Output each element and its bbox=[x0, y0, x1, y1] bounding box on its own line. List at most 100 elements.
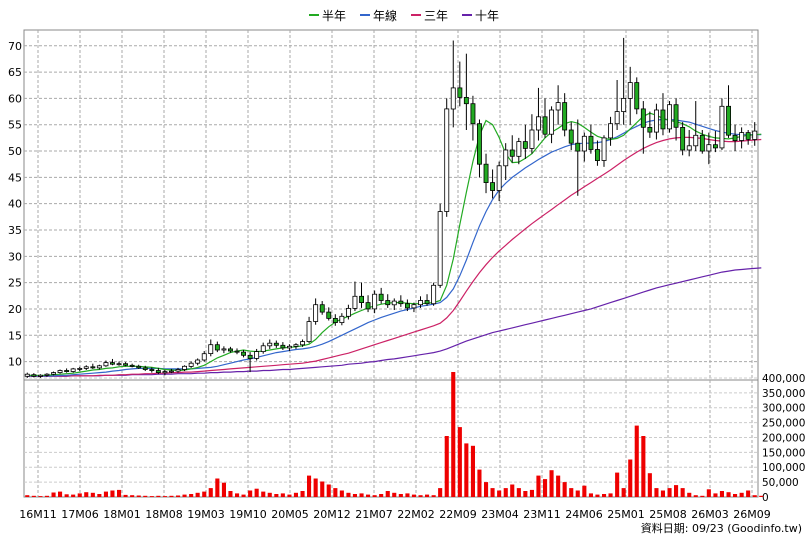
candle-up bbox=[496, 165, 502, 191]
candle-up bbox=[536, 116, 541, 131]
candle-down bbox=[745, 132, 751, 140]
volume-bar bbox=[280, 493, 285, 497]
volume-bar bbox=[103, 491, 108, 497]
volume-bar bbox=[346, 492, 351, 497]
volume-bar bbox=[477, 469, 482, 497]
candle-up bbox=[83, 366, 89, 369]
x-tick-label: 18M01 bbox=[103, 508, 141, 521]
volume-bar bbox=[182, 494, 187, 497]
volume-bar bbox=[202, 491, 207, 497]
candle-down bbox=[90, 366, 96, 369]
legend-label: 年線 bbox=[372, 8, 397, 23]
volume-bar bbox=[287, 494, 292, 497]
candle-down bbox=[483, 163, 489, 183]
volume-bar bbox=[398, 494, 403, 497]
candle-down bbox=[398, 300, 404, 305]
volume-bar bbox=[77, 493, 82, 497]
volume-bar bbox=[405, 493, 410, 497]
candle-down bbox=[247, 354, 253, 359]
volume-bar bbox=[293, 492, 298, 497]
volume-bar bbox=[693, 495, 698, 497]
candle-down bbox=[457, 87, 463, 98]
candle-down bbox=[149, 369, 155, 372]
volume-tick-label: 250,000 bbox=[762, 418, 805, 430]
volume-bar bbox=[64, 494, 69, 497]
candle-down bbox=[326, 311, 332, 319]
candle-up bbox=[221, 348, 227, 351]
legend-swatch bbox=[411, 14, 421, 16]
volume-bar bbox=[543, 479, 548, 497]
data-date-footer: 資料日期: 09/23 (Goodinfo.tw) bbox=[640, 522, 802, 535]
candle-down bbox=[385, 300, 391, 306]
volume-bar bbox=[680, 488, 685, 497]
volume-bar bbox=[529, 489, 534, 497]
volume-bar bbox=[687, 492, 692, 497]
candle-up bbox=[313, 304, 319, 322]
volume-bar bbox=[457, 427, 462, 497]
volume-bar bbox=[700, 495, 705, 497]
candle-down bbox=[542, 116, 548, 135]
volume-bar bbox=[241, 494, 246, 497]
price-tick-label: 45 bbox=[8, 171, 22, 184]
volume-bar bbox=[595, 494, 600, 497]
volume-bar bbox=[674, 485, 679, 497]
volume-bar bbox=[215, 478, 220, 497]
volume-bar bbox=[44, 495, 49, 497]
volume-bar bbox=[320, 481, 325, 497]
candle-up bbox=[431, 284, 437, 305]
price-tick-label: 50 bbox=[8, 145, 22, 158]
volume-bar bbox=[569, 488, 574, 497]
x-tick-label: 26M09 bbox=[733, 508, 771, 521]
candle-up bbox=[372, 293, 378, 310]
candle-down bbox=[332, 317, 338, 323]
volume-bar bbox=[117, 489, 122, 497]
volume-bar bbox=[307, 475, 312, 497]
volume-bar bbox=[352, 494, 357, 497]
price-tick-label: 40 bbox=[8, 198, 22, 211]
x-tick-label: 19M10 bbox=[229, 508, 267, 521]
volume-bar bbox=[51, 492, 56, 497]
volume-bar bbox=[339, 490, 344, 497]
volume-bar bbox=[470, 445, 475, 497]
volume-bar bbox=[261, 491, 266, 497]
candle-up bbox=[116, 363, 122, 366]
volume-bar bbox=[366, 494, 371, 497]
candle-down bbox=[575, 142, 581, 152]
volume-bar bbox=[562, 482, 567, 497]
volume-bar bbox=[752, 495, 757, 497]
volume-bar bbox=[536, 475, 541, 497]
volume-bar bbox=[221, 482, 226, 497]
candle-up bbox=[254, 351, 260, 359]
candle-up bbox=[96, 365, 102, 369]
candle-down bbox=[378, 293, 384, 301]
candle-up bbox=[77, 367, 83, 370]
candle-down bbox=[365, 302, 371, 310]
volume-bar bbox=[176, 495, 181, 497]
volume-bar bbox=[549, 470, 554, 497]
volume-bar bbox=[359, 493, 364, 497]
candle-down bbox=[234, 350, 240, 353]
candle-down bbox=[463, 97, 469, 105]
candle-up bbox=[391, 300, 397, 306]
candle-up bbox=[739, 132, 745, 141]
candle-up bbox=[555, 102, 561, 111]
volume-bar bbox=[411, 494, 416, 497]
volume-bar bbox=[733, 494, 738, 497]
candle-down bbox=[129, 364, 135, 367]
x-tick-label: 25M01 bbox=[607, 508, 645, 521]
candle-down bbox=[476, 123, 482, 165]
candle-up bbox=[286, 345, 292, 349]
candle-up bbox=[752, 130, 758, 140]
volume-bar bbox=[136, 495, 141, 497]
candle-down bbox=[732, 134, 738, 142]
volume-bar bbox=[451, 372, 456, 497]
candle-down bbox=[634, 82, 640, 110]
candle-down bbox=[110, 362, 115, 365]
volume-bar bbox=[746, 490, 751, 497]
candle-up bbox=[706, 144, 712, 152]
candle-up bbox=[581, 135, 587, 152]
legend-swatch bbox=[462, 14, 473, 16]
volume-bar bbox=[759, 495, 764, 497]
x-tick-label: 24M06 bbox=[565, 508, 603, 521]
candle-up bbox=[693, 134, 699, 147]
